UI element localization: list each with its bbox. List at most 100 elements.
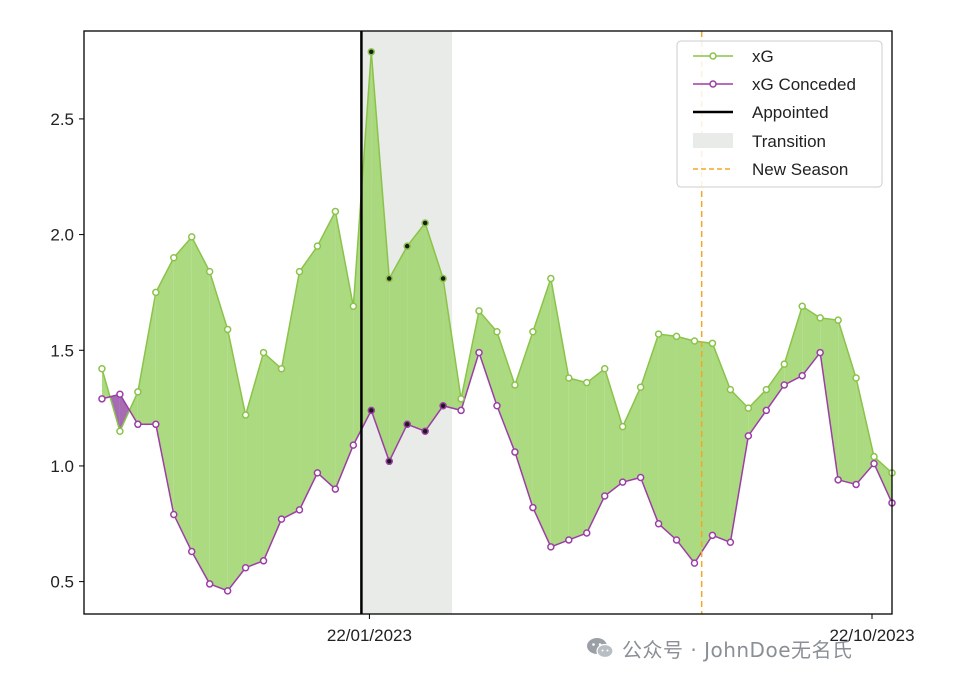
xg-conceded-point <box>134 420 142 429</box>
legend-appointed-label: Appointed <box>752 103 829 122</box>
xg-fill-segment <box>191 236 210 584</box>
xg-fill-segment <box>281 271 300 520</box>
wechat-icon <box>586 637 614 659</box>
xg-conceded-point <box>403 420 411 429</box>
xg-point <box>187 233 196 241</box>
xg-point <box>331 207 340 216</box>
legend-xg-marker <box>709 52 717 60</box>
xg-point <box>403 242 411 250</box>
xg-point <box>834 316 842 324</box>
xg-conceded-point <box>331 485 340 493</box>
xg-conceded-point <box>798 371 806 380</box>
xg-conceded-point <box>654 520 663 528</box>
conceded-fill-segment <box>119 394 130 432</box>
xg-point <box>529 328 537 336</box>
xg-conceded-point <box>762 406 771 415</box>
xg-fill-segment <box>622 387 641 483</box>
xg-conceded-point <box>600 492 609 500</box>
xg-conceded-point <box>385 457 393 466</box>
xg-fill-segment <box>640 334 659 524</box>
watermark: 公众号 · JohnDoe无名氏 <box>586 633 853 663</box>
xg-point <box>780 360 789 368</box>
xg-point <box>457 395 465 403</box>
xg-conceded-point <box>511 448 519 456</box>
xg-conceded-point <box>475 348 483 357</box>
xg-conceded-point <box>98 395 106 403</box>
legend-xg-conceded-marker <box>709 80 717 88</box>
xg-point <box>223 325 232 334</box>
xg-conceded-point <box>187 547 196 556</box>
legend-frame <box>676 40 883 188</box>
axes: 0.5 1.0 1.5 2.0 2.5 22/01/2023 22/10/2023 <box>50 110 914 645</box>
xg-fill-segment <box>532 278 551 547</box>
xg-point <box>744 404 753 412</box>
xg-conceded-point <box>618 478 627 486</box>
xg-conceded-point <box>421 427 429 435</box>
xg-fill-segment <box>371 51 390 462</box>
xg-point <box>367 48 376 56</box>
y-tick-label: 1.5 <box>50 341 74 360</box>
xg-conceded-point <box>457 406 465 415</box>
xg-point <box>259 348 268 357</box>
legend-xg-conceded-label: xG Conceded <box>752 75 856 94</box>
xg-conceded-point <box>870 459 878 468</box>
xg-point <box>511 381 519 389</box>
xg-point <box>547 274 555 283</box>
xg-point <box>295 267 304 276</box>
xg-conceded-point <box>493 402 501 410</box>
xg-point <box>349 302 358 311</box>
xg-fill-segment <box>173 236 192 552</box>
y-tick-label: 2.0 <box>50 226 74 245</box>
xg-fill-segment <box>335 211 354 490</box>
xg-fill-segment <box>137 292 156 425</box>
xg-fill-segment <box>425 223 444 432</box>
xg-fill-segment <box>389 246 408 462</box>
xg-fill-segment <box>820 317 839 480</box>
xg-point <box>618 422 627 431</box>
xg-point <box>708 339 717 348</box>
xg-point <box>385 274 393 283</box>
xg-conceded-point <box>852 480 860 489</box>
xg-conceded-point <box>205 580 214 588</box>
xg-fill-segment <box>245 352 264 568</box>
xg-fill-segment <box>550 278 569 547</box>
xg-fill-segment <box>748 389 767 436</box>
xg-point <box>726 385 735 394</box>
xg-point <box>583 378 591 387</box>
xg-conceded-point <box>780 381 789 389</box>
xg-point <box>116 427 124 435</box>
xg-conceded-point <box>672 536 681 544</box>
xg-fill-segment <box>676 336 695 564</box>
xg-conceded-point <box>583 529 591 537</box>
xg-fill-segment <box>766 364 785 411</box>
xg-point <box>798 302 806 311</box>
xg-point <box>439 274 447 283</box>
xg-fill-segment <box>407 223 426 432</box>
xg-point <box>98 365 106 373</box>
legend-xg-label: xG <box>752 47 774 66</box>
y-tick-label: 1.0 <box>50 457 74 476</box>
xg-fill-segment <box>604 368 623 497</box>
xg-conceded-point <box>529 503 537 512</box>
xg-conceded-point <box>816 348 824 357</box>
xg-fill-segment <box>129 391 138 425</box>
xg-point <box>816 314 824 322</box>
xg-conceded-point <box>726 538 735 547</box>
xg-fill-segment <box>263 352 282 561</box>
xg-point <box>672 332 681 341</box>
xg-fill-segment <box>479 310 497 406</box>
xg-point <box>152 288 160 297</box>
xg-conceded-point <box>241 563 250 572</box>
xg-conceded-point <box>636 473 645 482</box>
legend: xG xG Conceded Appointed Transition New … <box>676 40 883 188</box>
xg-fill-segment <box>856 378 875 485</box>
xg-conceded-point <box>439 402 447 410</box>
xg-point <box>421 219 429 227</box>
xg-point <box>241 411 250 419</box>
xg-conceded-point <box>152 420 160 429</box>
xg-conceded-point <box>259 557 268 565</box>
xg-fill-segment <box>838 320 857 485</box>
xg-fill-segment <box>730 389 749 543</box>
xg-point <box>493 328 501 336</box>
marker-layer <box>98 48 896 595</box>
